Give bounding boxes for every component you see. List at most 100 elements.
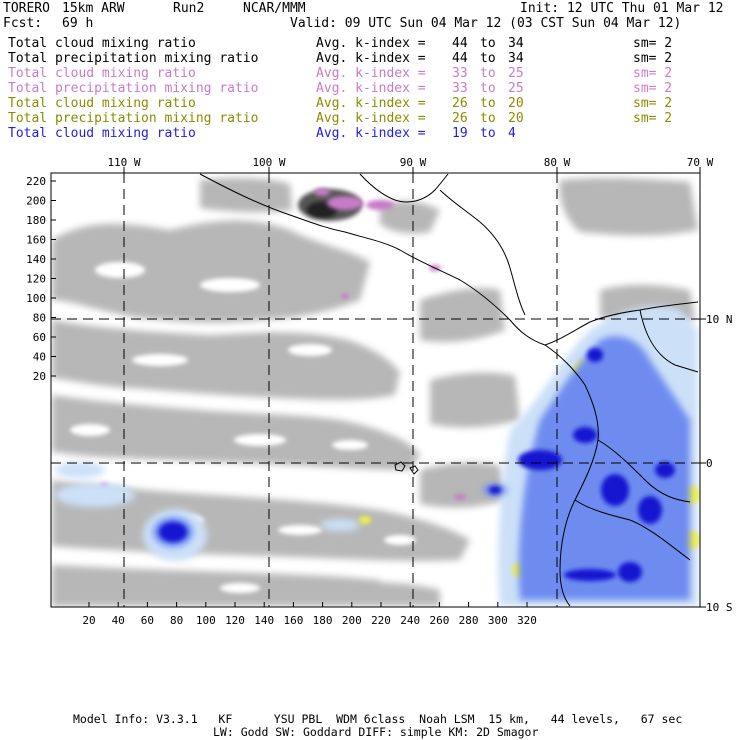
grid-y-label: 200 (26, 195, 46, 208)
legend-to-word: to (480, 126, 496, 141)
forecast-label: Fcst: (3, 16, 43, 31)
longitude-label: 110 W (107, 156, 140, 169)
grid-x-label: 320 (517, 614, 537, 627)
grid-y-label: 60 (33, 331, 46, 344)
legend-from: 26 (452, 111, 468, 126)
lat-lon-grid (51, 173, 700, 607)
longitude-label: 80 W (544, 156, 571, 169)
legend-to-word: to (480, 111, 496, 126)
longitude-label: 100 W (252, 156, 285, 169)
grid-x-label: 80 (170, 614, 183, 627)
legend-to: 34 (508, 36, 524, 51)
legend-to-word: to (480, 81, 496, 96)
grid-x-label: 40 (112, 614, 125, 627)
grid-x-label: 260 (429, 614, 449, 627)
legend-from: 44 (452, 51, 468, 66)
grid-x-label: 120 (225, 614, 245, 627)
legend-index-label: Avg. k-index = (316, 126, 426, 141)
valid-time: Valid: 09 UTC Sun 04 Mar 12 (03 CST Sun … (290, 16, 682, 31)
legend-to-word: to (480, 51, 496, 66)
legend-from: 19 (452, 126, 468, 141)
legend-smoothing: sm= 2 (633, 111, 673, 126)
legend-index-label: Avg. k-index = (316, 96, 426, 111)
legend-to: 25 (508, 81, 524, 96)
legend-field: Total precipitation mixing ratio (8, 111, 259, 126)
legend-from: 33 (452, 66, 468, 81)
latitude-label: 10 S (706, 601, 733, 614)
grid-y-label: 100 (26, 292, 46, 305)
grid-y-label: 140 (26, 253, 46, 266)
legend-smoothing: sm= 2 (633, 51, 673, 66)
grid-y-label: 220 (26, 175, 46, 188)
grid-x-label: 180 (313, 614, 333, 627)
legend-field: Total precipitation mixing ratio (8, 81, 259, 96)
legend-to: 25 (508, 66, 524, 81)
axis-ticks (51, 167, 706, 608)
grid-x-label: 140 (254, 614, 274, 627)
grid-y-label: 180 (26, 214, 46, 227)
grid-y-label: 20 (33, 370, 46, 383)
legend-row: Total precipitation mixing ratio Avg. k-i… (8, 51, 732, 66)
legend-to-word: to (480, 96, 496, 111)
grid-x-label: 280 (459, 614, 479, 627)
grid-x-label: 220 (371, 614, 391, 627)
legend-row: Total cloud mixing ratio Avg. k-index = 19… (8, 126, 732, 141)
grid-x-label: 20 (82, 614, 95, 627)
legend-field: Total precipitation mixing ratio (8, 51, 259, 66)
legend-smoothing: sm= 2 (633, 81, 673, 96)
legend-index-label: Avg. k-index = (316, 81, 426, 96)
legend-field: Total cloud mixing ratio (8, 36, 196, 51)
legend-row: Total cloud mixing ratio Avg. k-index = 26… (8, 96, 732, 111)
grid-y-label: 120 (26, 273, 46, 286)
legend-row: Total precipitation mixing ratio Avg. k-i… (8, 81, 732, 96)
legend-index-label: Avg. k-index = (316, 51, 426, 66)
legend-to: 20 (508, 96, 524, 111)
latitude-label: 0 (706, 457, 713, 470)
longitude-label: 70 W (687, 156, 714, 169)
legend-row: Total cloud mixing ratio Avg. k-index = 33… (8, 66, 732, 81)
legend-index-label: Avg. k-index = (316, 36, 426, 51)
grid-y-label: 160 (26, 234, 46, 247)
legend-index-label: Avg. k-index = (316, 66, 426, 81)
legend-to: 34 (508, 51, 524, 66)
grid-x-label: 100 (196, 614, 216, 627)
axis-tick-labels: 110 W 100 W 90 W 80 W 70 W 10 N 0 10 S 220 200 180… (26, 156, 732, 627)
legend-to-word: to (480, 66, 496, 81)
model-info-line: Model Info: V3.3.1 KF YSU PBL WDM 6class… (73, 712, 683, 726)
longitude-label: 90 W (400, 156, 427, 169)
legend-row: Total cloud mixing ratio Avg. k-index = 44… (8, 36, 732, 51)
legend-to: 4 (508, 126, 516, 141)
legend-index-label: Avg. k-index = (316, 111, 426, 126)
legend-field: Total cloud mixing ratio (8, 66, 196, 81)
legend-field: Total cloud mixing ratio (8, 96, 196, 111)
precip-deep-blue (159, 348, 675, 582)
map-frame (50, 172, 701, 608)
grid-x-label: 240 (400, 614, 420, 627)
legend-row: Total precipitation mixing ratio Avg. k-i… (8, 111, 732, 126)
grid-y-label: 80 (33, 312, 46, 325)
grid-x-label: 200 (342, 614, 362, 627)
forecast-hour: 69 h (62, 16, 94, 31)
coastlines (199, 173, 699, 607)
legend-smoothing: sm= 2 (633, 36, 673, 51)
legend-from: 26 (452, 96, 468, 111)
run-label: Run2 (173, 1, 205, 16)
grid-y-label: 40 (33, 351, 46, 364)
latitude-label: 10 N (706, 313, 733, 326)
grid-x-label: 60 (141, 614, 154, 627)
legend-from: 44 (452, 36, 468, 51)
model-name: TORERO (3, 1, 50, 16)
legend-field: Total cloud mixing ratio (8, 126, 196, 141)
physics-info-line: LW: Godd SW: Goddard DIFF: simple KM: 2D… (213, 725, 539, 739)
legend-from: 33 (452, 81, 468, 96)
model-resolution: 15km ARW (62, 1, 125, 16)
init-time: Init: 12 UTC Thu 01 Mar 12 (520, 1, 724, 16)
legend-to-word: to (480, 36, 496, 51)
grid-x-label: 160 (283, 614, 303, 627)
legend-smoothing: sm= 2 (633, 66, 673, 81)
organization-label: NCAR/MMM (243, 1, 306, 16)
grid-x-label: 300 (488, 614, 508, 627)
legend-smoothing: sm= 2 (633, 96, 673, 111)
legend-to: 20 (508, 111, 524, 126)
